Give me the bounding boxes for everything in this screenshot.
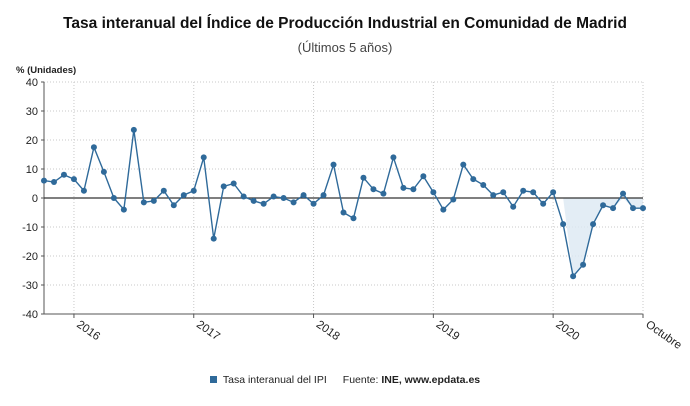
data-point bbox=[580, 261, 587, 268]
data-point bbox=[290, 199, 297, 206]
data-point bbox=[380, 190, 387, 197]
data-point bbox=[630, 205, 637, 212]
negative-area-fill bbox=[563, 198, 643, 277]
data-point bbox=[340, 209, 347, 216]
data-point bbox=[430, 189, 437, 196]
source-text: INE, www.epdata.es bbox=[381, 374, 481, 386]
data-point bbox=[160, 187, 167, 194]
data-point bbox=[150, 197, 157, 204]
data-point bbox=[320, 192, 327, 199]
y-tick-label: 20 bbox=[26, 135, 38, 147]
data-point bbox=[230, 180, 237, 187]
data-point bbox=[480, 181, 487, 188]
data-point bbox=[80, 187, 87, 194]
data-point bbox=[90, 144, 97, 151]
legend-series-label: Tasa interanual del IPI bbox=[222, 374, 327, 386]
data-point bbox=[540, 200, 547, 207]
y-tick-label: -10 bbox=[22, 222, 38, 234]
data-point bbox=[560, 221, 567, 228]
data-point bbox=[250, 197, 257, 204]
x-tick-label: 2019 bbox=[434, 319, 462, 344]
x-tick-label: 2020 bbox=[553, 319, 581, 344]
source-note: Fuente: INE, www.epdata.es bbox=[343, 374, 480, 386]
legend-swatch bbox=[209, 375, 217, 383]
data-point bbox=[210, 235, 217, 242]
data-point bbox=[170, 202, 177, 209]
data-point bbox=[310, 200, 317, 207]
y-tick-label: 30 bbox=[26, 106, 38, 118]
data-point bbox=[400, 184, 407, 191]
data-point bbox=[50, 179, 57, 186]
data-point bbox=[330, 161, 337, 168]
data-point bbox=[100, 168, 107, 175]
y-tick-label: -40 bbox=[22, 309, 38, 321]
data-point bbox=[420, 173, 427, 180]
data-point bbox=[41, 177, 47, 184]
data-point bbox=[120, 206, 127, 213]
y-tick-label: -20 bbox=[22, 251, 38, 263]
source-prefix: Fuente: bbox=[342, 374, 382, 386]
y-tick-label: 0 bbox=[32, 193, 38, 205]
x-tick-label: 2016 bbox=[74, 319, 102, 344]
x-tick-label: 2018 bbox=[314, 319, 342, 344]
legend: Tasa interanual del IPI Fuente: INE, www.… bbox=[0, 374, 690, 386]
y-tick-label: 40 bbox=[26, 77, 38, 89]
data-point bbox=[500, 189, 507, 196]
data-point bbox=[440, 206, 447, 213]
data-point bbox=[130, 126, 137, 133]
x-tick-label: Octubre bbox=[643, 319, 683, 352]
data-point bbox=[570, 273, 577, 280]
y-tick-label: -30 bbox=[22, 280, 38, 292]
data-point bbox=[60, 171, 67, 178]
data-point bbox=[450, 196, 457, 203]
data-point bbox=[260, 200, 267, 207]
data-point bbox=[370, 186, 377, 193]
shaded-area bbox=[563, 198, 643, 277]
data-point bbox=[600, 202, 607, 209]
chart-title: Tasa interanual del Índice de Producción… bbox=[63, 15, 627, 32]
y-tick-label: 10 bbox=[26, 164, 38, 176]
data-point bbox=[390, 154, 397, 161]
data-point bbox=[190, 187, 197, 194]
x-tick-label: 2017 bbox=[194, 319, 222, 344]
data-point bbox=[490, 192, 497, 199]
data-point bbox=[530, 189, 537, 196]
data-point bbox=[200, 154, 207, 161]
data-point bbox=[110, 195, 117, 201]
data-point bbox=[510, 203, 517, 210]
data-point bbox=[620, 190, 627, 197]
data-point bbox=[360, 174, 367, 181]
data-point bbox=[460, 161, 467, 168]
data-point bbox=[270, 193, 277, 200]
data-point bbox=[220, 183, 227, 190]
data-point bbox=[180, 192, 187, 199]
data-point bbox=[520, 187, 527, 194]
data-point bbox=[410, 186, 417, 193]
data-point bbox=[610, 205, 617, 212]
data-point bbox=[640, 205, 646, 212]
series-points-layer bbox=[41, 126, 646, 280]
data-point bbox=[590, 221, 597, 228]
data-point bbox=[140, 199, 147, 206]
data-point bbox=[240, 193, 247, 200]
chart-subtitle: (Últimos 5 años) bbox=[297, 40, 393, 55]
data-point bbox=[280, 195, 287, 201]
y-axis-unit-label: % (Unidades) bbox=[16, 65, 77, 76]
data-point bbox=[470, 176, 477, 183]
data-point bbox=[550, 189, 557, 196]
data-point bbox=[300, 192, 307, 199]
data-point bbox=[70, 176, 77, 183]
data-point bbox=[350, 215, 357, 222]
